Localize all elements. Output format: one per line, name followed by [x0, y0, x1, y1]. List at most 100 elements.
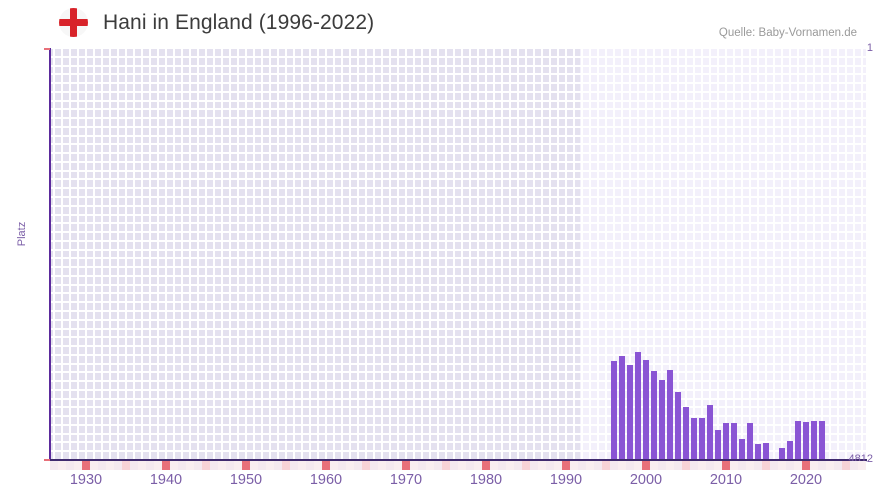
gridline-vertical [749, 48, 751, 460]
gridline-vertical [445, 48, 447, 460]
x-tick-2016 [770, 461, 778, 470]
x-tick-1950 [242, 461, 250, 470]
gridline-horizontal [50, 423, 866, 426]
x-tick-1980 [482, 461, 490, 470]
gridline-vertical [621, 48, 623, 460]
x-tick-2022 [818, 461, 826, 470]
gridline-vertical [565, 48, 567, 460]
gridline-vertical [181, 48, 183, 460]
bar-2007[interactable] [698, 418, 706, 460]
bar-2018[interactable] [786, 441, 794, 460]
gridline-horizontal [50, 450, 866, 453]
gridline-vertical [397, 48, 399, 460]
bar-2001[interactable] [650, 371, 658, 460]
bar-2006[interactable] [690, 418, 698, 460]
x-tick-2012 [738, 461, 746, 470]
x-tick-2000 [642, 461, 650, 470]
bar-2013[interactable] [746, 423, 754, 460]
bar-2019[interactable] [794, 421, 802, 460]
gridline-vertical [469, 48, 471, 460]
gridline-vertical [509, 48, 511, 460]
gridline-vertical [525, 48, 527, 460]
bar-2000[interactable] [642, 360, 650, 460]
bar-1999[interactable] [634, 352, 642, 460]
x-tick-1949 [234, 461, 242, 470]
x-tick-2015 [762, 461, 770, 470]
bar-2004[interactable] [674, 392, 682, 460]
gridline-horizontal [50, 415, 866, 418]
x-tick-2019 [794, 461, 802, 470]
x-axis-label-1980: 1980 [469, 472, 503, 488]
gridline-vertical [325, 48, 327, 460]
gridline-vertical [405, 48, 407, 460]
gridline-vertical [837, 48, 839, 460]
x-tick-1929 [74, 461, 82, 470]
x-tick-1951 [250, 461, 258, 470]
x-tick-2013 [746, 461, 754, 470]
bar-1996[interactable] [610, 361, 618, 460]
x-axis-label-1930: 1930 [69, 472, 103, 488]
gridline-horizontal [50, 169, 866, 172]
bar-2022[interactable] [818, 421, 826, 460]
bar-2005[interactable] [682, 406, 690, 460]
gridline-vertical [221, 48, 223, 460]
gridline-vertical [493, 48, 495, 460]
y-axis-label-top: 1 [866, 42, 873, 54]
gridline-horizontal [50, 73, 866, 76]
x-axis-label-2000: 2000 [629, 472, 663, 488]
gridline-vertical [557, 48, 559, 460]
gridline-vertical [309, 48, 311, 460]
bar-2011[interactable] [730, 423, 738, 460]
gridline-vertical [517, 48, 519, 460]
x-tick-1954 [274, 461, 282, 470]
x-tick-2004 [674, 461, 682, 470]
bar-2009[interactable] [714, 430, 722, 460]
gridline-vertical [141, 48, 143, 460]
gridline-vertical [117, 48, 119, 460]
bar-2015[interactable] [762, 443, 770, 460]
bar-2010[interactable] [722, 423, 730, 460]
bar-2020[interactable] [802, 421, 810, 460]
bar-2008[interactable] [706, 405, 714, 460]
x-tick-1939 [154, 461, 162, 470]
x-axis-label-1950: 1950 [229, 472, 263, 488]
gridline-horizontal [50, 178, 866, 181]
gridline-horizontal [50, 309, 866, 312]
gridline-vertical [533, 48, 535, 460]
gridline-vertical [53, 48, 55, 460]
bar-1997[interactable] [618, 356, 626, 460]
y-axis-title: Platz [16, 221, 28, 247]
gridline-horizontal [50, 362, 866, 365]
bar-2017[interactable] [778, 448, 786, 460]
gridline-vertical [373, 48, 375, 460]
bar-2014[interactable] [754, 444, 762, 460]
gridline-horizontal [50, 397, 866, 400]
x-tick-1948 [226, 461, 234, 470]
bar-2003[interactable] [666, 370, 674, 460]
gridline-vertical [477, 48, 479, 460]
bar-2012[interactable] [738, 439, 746, 460]
gridline-vertical [573, 48, 575, 460]
gridline-horizontal [50, 239, 866, 242]
x-tick-1990 [562, 461, 570, 470]
x-tick-1966 [370, 461, 378, 470]
gridline-vertical [269, 48, 271, 460]
gridline-vertical [285, 48, 287, 460]
x-tick-1947 [218, 461, 226, 470]
x-tick-1943 [186, 461, 194, 470]
x-axis-label-1960: 1960 [309, 472, 343, 488]
gridline-vertical [661, 48, 663, 460]
gridline-vertical [301, 48, 303, 460]
x-tick-1996 [610, 461, 618, 470]
bar-2002[interactable] [658, 380, 666, 460]
gridline-vertical [677, 48, 679, 460]
bar-2021[interactable] [810, 421, 818, 460]
x-tick-1957 [298, 461, 306, 470]
x-tick-1955 [282, 461, 290, 470]
bar-1998[interactable] [626, 365, 634, 460]
gridline-horizontal [50, 204, 866, 207]
gridline-vertical [437, 48, 439, 460]
x-axis-label-1990: 1990 [549, 472, 583, 488]
x-tick-2018 [786, 461, 794, 470]
gridline-horizontal [50, 55, 866, 58]
